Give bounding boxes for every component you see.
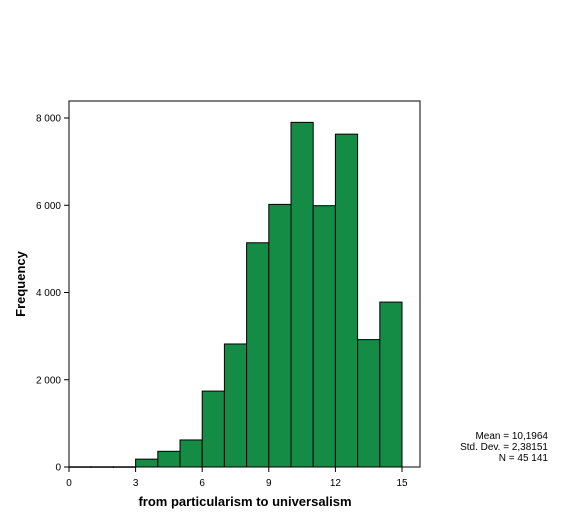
histogram-bar [246, 242, 270, 468]
y-tick-label: 8 000 [36, 114, 61, 125]
bars-group [68, 121, 403, 468]
x-axis-title: from particularism to universalism [138, 494, 351, 509]
x-tick-label: 9 [266, 478, 272, 489]
histogram-bar [157, 450, 181, 468]
histogram-bar [357, 339, 381, 468]
histogram-bar [290, 121, 314, 468]
y-tick-label: 4 000 [36, 288, 61, 299]
x-tick-label: 12 [330, 478, 342, 489]
stat-std-dev: Std. Dev. = 2,38151 [460, 442, 548, 453]
stats-box: Mean = 10,1964 Std. Dev. = 2,38151 N = 4… [460, 431, 548, 464]
histogram-bar [312, 205, 336, 468]
histogram-bar [68, 466, 92, 468]
y-axis-title: Frequency [13, 250, 28, 317]
histogram-bar [135, 458, 159, 468]
histogram-bar [179, 439, 203, 468]
histogram-bar [268, 203, 292, 468]
x-tick-label: 3 [133, 478, 139, 489]
stat-n: N = 45 141 [498, 453, 548, 464]
histogram-bar [334, 133, 359, 468]
x-axis: 0 3 6 9 12 15 [66, 467, 408, 489]
x-tick-label: 15 [396, 478, 408, 489]
y-axis: 0 2 000 4 000 6 000 8 000 [36, 114, 69, 474]
y-tick-label: 6 000 [36, 201, 61, 212]
histogram-bar [379, 301, 403, 468]
x-tick-label: 0 [66, 478, 72, 489]
histogram-bar [223, 343, 248, 468]
y-tick-label: 2 000 [36, 375, 61, 386]
x-tick-label: 6 [199, 478, 205, 489]
y-tick-label: 0 [55, 463, 61, 474]
histogram-bar [201, 390, 225, 468]
stat-mean: Mean = 10,1964 [475, 431, 548, 442]
histogram-bar [90, 466, 114, 468]
histogram-bar [112, 466, 137, 468]
